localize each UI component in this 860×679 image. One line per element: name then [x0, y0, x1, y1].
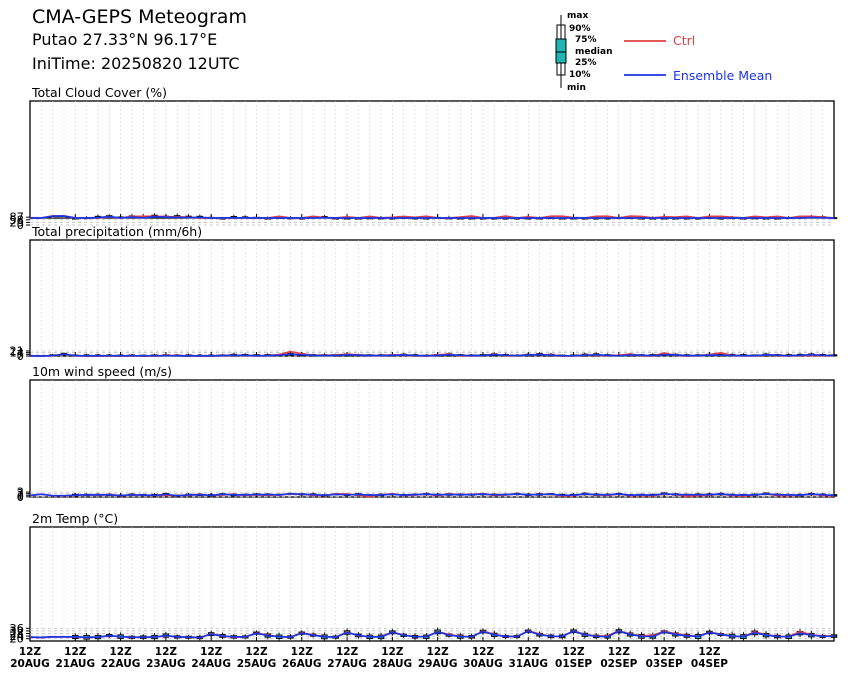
y-tick-label: 2 — [17, 487, 24, 501]
y-tick-label: 0 — [17, 218, 24, 232]
y-tick-label: 0 — [17, 349, 24, 363]
y-tick-label: 21 — [9, 344, 24, 358]
x-tick-hour-label: 12Z — [472, 646, 495, 658]
x-tick-hour-label: 12Z — [381, 646, 404, 658]
chart-title: CMA-GEPS Meteogram — [32, 6, 247, 28]
x-tick-hour-label: 12Z — [19, 646, 42, 658]
x-tick-date-label: 26AUG — [282, 658, 322, 670]
x-tick-hour-label: 12Z — [517, 646, 540, 658]
station-location: Putao 27.33°N 96.17°E — [32, 30, 218, 49]
x-tick-hour-label: 12Z — [698, 646, 721, 658]
x-tick-hour-label: 12Z — [64, 646, 87, 658]
x-tick-hour-label: 12Z — [155, 646, 178, 658]
x-tick-hour-label: 12Z — [109, 646, 132, 658]
x-tick-date-label: 25AUG — [237, 658, 277, 670]
x-tick-date-label: 30AUG — [463, 658, 503, 670]
y-tick-label: 0 — [17, 490, 24, 504]
x-axis: 12Z20AUG12Z21AUG12Z22AUG12Z23AUG12Z24AUG… — [10, 646, 728, 670]
x-tick-date-label: 01SEP — [555, 658, 592, 670]
legend-ctrl-label: Ctrl — [673, 33, 695, 48]
y-tick-label: 28 — [9, 627, 24, 641]
y-tick-label: 1 — [17, 488, 24, 502]
y-tick-label: 20 — [9, 632, 24, 646]
legend-box-body — [555, 38, 567, 64]
x-tick-hour-label: 12Z — [562, 646, 585, 658]
x-tick-date-label: 29AUG — [418, 658, 458, 670]
legend-box-label: 90% — [569, 24, 591, 34]
x-tick-date-label: 04SEP — [691, 658, 728, 670]
x-tick-date-label: 03SEP — [646, 658, 683, 670]
x-tick-hour-label: 12Z — [245, 646, 268, 658]
x-tick-date-label: 24AUG — [191, 658, 231, 670]
ensemble-mean-line — [29, 492, 835, 497]
x-tick-hour-label: 12Z — [291, 646, 314, 658]
x-tick-date-label: 27AUG — [327, 658, 367, 670]
x-tick-hour-label: 12Z — [200, 646, 223, 658]
legend-box-label: max — [567, 11, 588, 21]
x-tick-hour-label: 12Z — [427, 646, 450, 658]
y-tick-label: 7 — [17, 347, 24, 361]
legend-box-label: median — [575, 47, 613, 57]
y-tick-label: 14 — [9, 346, 24, 360]
y-tick-label: 58 — [9, 213, 24, 227]
legend-mean-label: Ensemble Mean — [673, 68, 772, 83]
y-tick-label: 32 — [9, 624, 24, 638]
panel-title: 2m Temp (°C) — [32, 511, 118, 526]
x-tick-hour-label: 12Z — [608, 646, 631, 658]
legend-box-label: 10% — [569, 70, 591, 80]
y-tick-label: 3 — [17, 485, 24, 499]
x-tick-date-label: 02SEP — [600, 658, 637, 670]
x-tick-date-label: 20AUG — [10, 658, 50, 670]
x-tick-date-label: 21AUG — [56, 658, 96, 670]
panel-title: 10m wind speed (m/s) — [32, 364, 172, 379]
panel-title: Total Cloud Cover (%) — [31, 85, 167, 100]
legend-box-label: 25% — [575, 58, 597, 68]
y-tick-label: 36 — [9, 621, 24, 635]
panel-frame — [29, 239, 835, 357]
panel-frame — [29, 526, 835, 642]
panel-frame — [29, 379, 835, 498]
init-time: IniTime: 20250820 12UTC — [32, 54, 240, 73]
ensemble-mean-line — [30, 353, 835, 357]
x-tick-date-label: 22AUG — [101, 658, 141, 670]
panel-title: Total precipitation (mm/6h) — [31, 224, 202, 239]
x-tick-hour-label: 12Z — [653, 646, 676, 658]
legend-box-label: min — [567, 83, 586, 93]
x-tick-date-label: 28AUG — [373, 658, 413, 670]
x-tick-hour-label: 12Z — [336, 646, 359, 658]
legend-box-label: 75% — [575, 35, 597, 45]
y-tick-label: 87 — [9, 210, 24, 224]
y-tick-label: 24 — [9, 629, 24, 643]
ensemble-mean-line — [29, 630, 835, 639]
y-tick-label: 29 — [9, 215, 24, 229]
ensemble-mean-line — [30, 215, 835, 219]
x-tick-date-label: 31AUG — [508, 658, 548, 670]
x-tick-date-label: 23AUG — [146, 658, 186, 670]
panel-frame — [29, 100, 835, 219]
